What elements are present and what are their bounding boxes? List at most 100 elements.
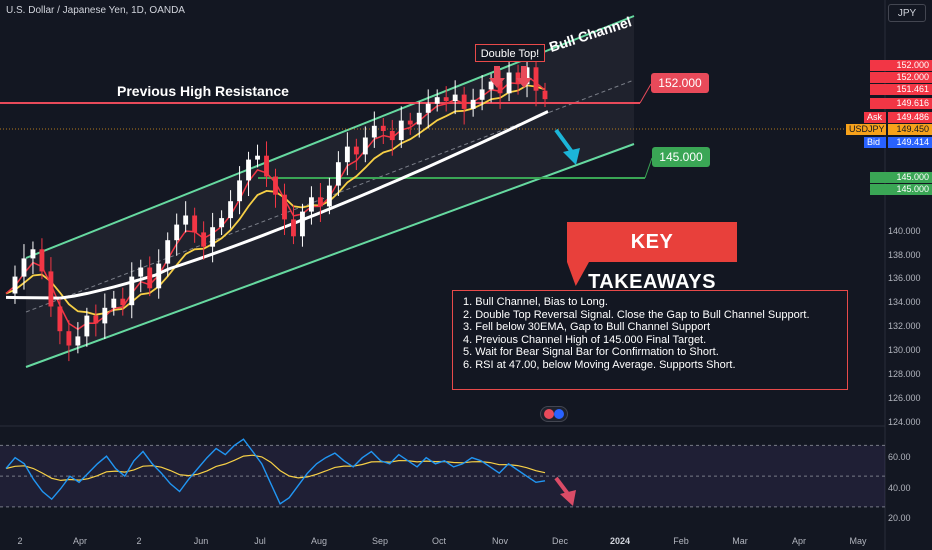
time-tick: Jun (193, 536, 209, 546)
candle-body (317, 197, 323, 207)
candle-body (39, 249, 45, 272)
rsi-line (5, 438, 546, 505)
time-tick: Dec (551, 536, 569, 546)
price-tick: 126.000 (888, 393, 921, 403)
candle-body (326, 185, 332, 207)
candle-body (48, 271, 54, 307)
candle-body (282, 194, 287, 220)
ask-price: 149.486 (888, 112, 932, 123)
takeaway-item: 3. Fell below 30EMA, Gap to Bull Channel… (463, 321, 711, 334)
candle-body (353, 146, 359, 155)
candle-body (524, 67, 530, 85)
candle-body (210, 227, 216, 247)
level-145-label: 145.000 (652, 147, 710, 167)
candle-body (335, 162, 341, 186)
candle-body (21, 258, 27, 277)
double-top-label: Double Top! (475, 44, 545, 62)
candle-body (75, 336, 81, 346)
channel-lower-line (25, 143, 635, 368)
candle-body (192, 215, 198, 233)
candle-body (389, 131, 395, 141)
currency-button[interactable]: JPY (888, 4, 926, 22)
symbol-title: U.S. Dollar / Japanese Yen, 1D, OANDA (6, 5, 185, 16)
double-top-arrow (489, 66, 505, 88)
price-tick: 140.000 (888, 226, 921, 236)
candle-body (309, 197, 314, 212)
price-tag: 145.000 (870, 172, 932, 183)
symbol-label: USDJPY (846, 124, 886, 135)
price-tag: 152.000 (870, 72, 932, 83)
candle-body (219, 218, 225, 228)
candle-body (120, 298, 126, 306)
time-tick: 2 (17, 536, 23, 546)
time-tick: Apr (72, 536, 88, 546)
candle-body (443, 97, 449, 102)
candle-body (488, 81, 494, 90)
level-152-label: 152.000 (651, 73, 709, 93)
candle-body (174, 224, 180, 241)
time-tick: Mar (732, 536, 748, 546)
key-takeaways-banner: KEY TAKEAWAYS (567, 222, 737, 293)
candle-body (30, 249, 36, 259)
candle-body (434, 97, 440, 104)
candle-body (291, 219, 296, 237)
time-tick: 2024 (609, 536, 631, 546)
candle-body (183, 215, 189, 225)
bid-label: Bid (864, 137, 886, 148)
cyan-arrow-head (563, 148, 580, 165)
candle-body (129, 276, 135, 306)
candle-body (542, 90, 548, 100)
cyan-arrow-shaft (554, 128, 574, 154)
candle-body (533, 67, 539, 91)
flag-icon[interactable] (540, 406, 568, 422)
takeaway-item: 1. Bull Channel, Bias to Long. (463, 296, 608, 308)
candle-body (156, 263, 162, 289)
rsi-ma-line (5, 454, 546, 482)
candle-body (93, 315, 99, 324)
candle-body (461, 94, 467, 109)
candle-body (407, 120, 413, 125)
candle-body (506, 72, 512, 94)
candle-body (470, 99, 476, 109)
price-tag: 149.616 (870, 98, 932, 109)
time-tick: Jul (254, 536, 266, 546)
price-tick: 134.000 (888, 297, 921, 307)
candle-body (57, 306, 63, 332)
rsi-tick: 40.00 (888, 483, 911, 493)
rsi-pane (0, 438, 885, 508)
takeaway-item: 5. Wait for Bear Signal Bar for Confirma… (463, 346, 719, 359)
price-tick: 124.000 (888, 417, 921, 427)
candle-body (237, 180, 242, 202)
candle-body (362, 137, 368, 155)
time-tick: Sep (371, 536, 389, 546)
price-tick: 132.000 (888, 321, 921, 331)
takeaway-item: 4. Previous Channel High of 145.000 Fina… (463, 333, 707, 346)
candle-body (398, 120, 404, 141)
time-tick: Feb (673, 536, 689, 546)
candle-body (452, 94, 458, 102)
candle-body (102, 307, 108, 324)
candle-body (66, 331, 72, 346)
candle-body (497, 81, 503, 94)
candle-body (201, 232, 207, 247)
candle-body (84, 315, 90, 337)
rsi-band (0, 445, 885, 507)
candle-body (12, 276, 18, 294)
candles (12, 53, 548, 362)
time-tick: Apr (791, 536, 807, 546)
candle-body (425, 103, 431, 113)
takeaways-box: 1. Bull Channel, Bias to Long. 2. Double… (452, 290, 848, 390)
price-tag: 151.461 (870, 84, 932, 95)
candle-body (147, 267, 153, 289)
candle-body (165, 240, 171, 264)
ask-label: Ask (864, 112, 886, 123)
time-tick: Oct (431, 536, 447, 546)
price-tick: 130.000 (888, 345, 921, 355)
time-tick: Nov (491, 536, 509, 546)
price-tick: 128.000 (888, 369, 921, 379)
candle-body (380, 125, 386, 131)
double-top-arrow (516, 66, 532, 88)
takeaway-item: 2. Double Top Reversal Signal. Close the… (463, 308, 810, 321)
candle-body (138, 267, 144, 277)
